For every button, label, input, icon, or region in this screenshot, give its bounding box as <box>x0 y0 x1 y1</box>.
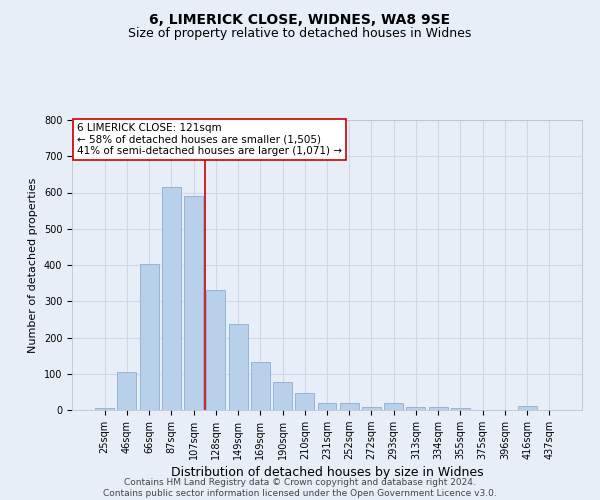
Bar <box>140 264 158 410</box>
Bar <box>451 408 470 410</box>
X-axis label: Distribution of detached houses by size in Widnes: Distribution of detached houses by size … <box>170 466 484 479</box>
Bar <box>362 407 381 410</box>
Bar <box>406 407 425 410</box>
Bar <box>384 403 403 410</box>
Bar <box>295 394 314 410</box>
Bar <box>317 403 337 410</box>
Bar <box>229 324 248 410</box>
Y-axis label: Number of detached properties: Number of detached properties <box>28 178 38 352</box>
Text: 6, LIMERICK CLOSE, WIDNES, WA8 9SE: 6, LIMERICK CLOSE, WIDNES, WA8 9SE <box>149 12 451 26</box>
Bar <box>184 196 203 410</box>
Bar <box>95 408 114 410</box>
Text: Contains HM Land Registry data © Crown copyright and database right 2024.
Contai: Contains HM Land Registry data © Crown c… <box>103 478 497 498</box>
Bar <box>429 407 448 410</box>
Text: Size of property relative to detached houses in Widnes: Size of property relative to detached ho… <box>128 28 472 40</box>
Bar <box>206 290 225 410</box>
Bar <box>118 372 136 410</box>
Bar <box>518 406 536 410</box>
Bar <box>162 188 181 410</box>
Bar <box>340 403 359 410</box>
Bar <box>251 362 270 410</box>
Bar <box>273 382 292 410</box>
Text: 6 LIMERICK CLOSE: 121sqm
← 58% of detached houses are smaller (1,505)
41% of sem: 6 LIMERICK CLOSE: 121sqm ← 58% of detach… <box>77 123 342 156</box>
